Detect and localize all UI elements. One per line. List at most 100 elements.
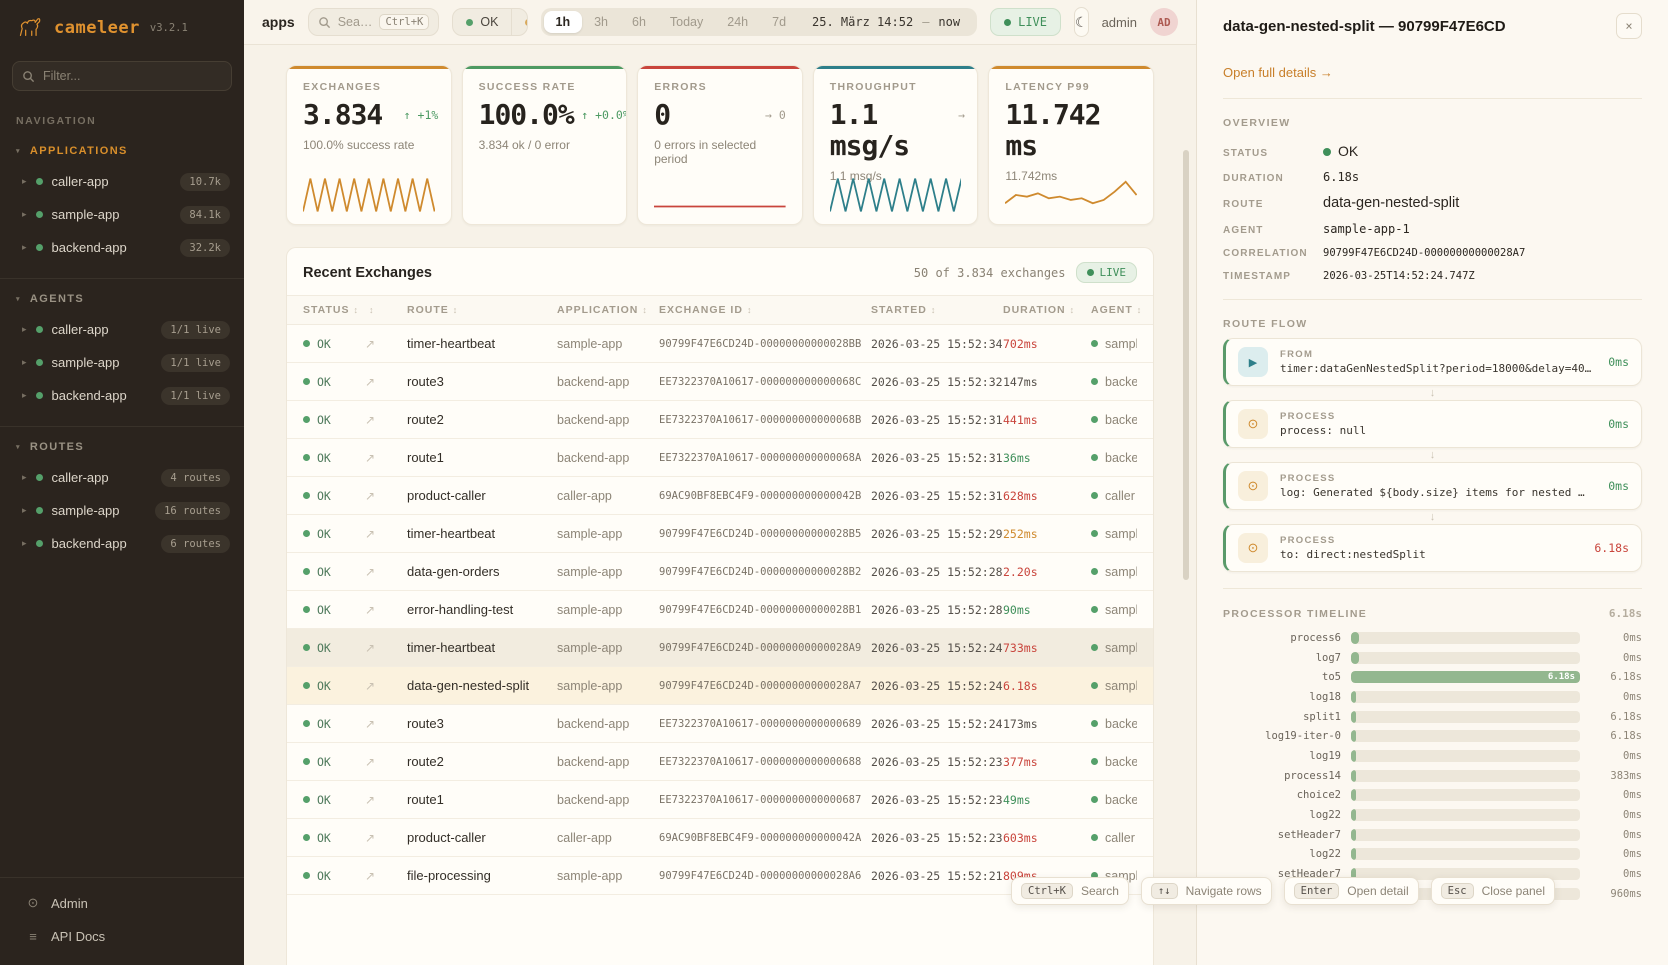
table-row[interactable]: OK ↗ route2 backend-app EE7322370A10617-…: [287, 743, 1153, 781]
status-dot: [303, 720, 310, 727]
time-range-button[interactable]: 1h: [543, 11, 583, 33]
metric-trend: [1101, 107, 1153, 162]
trend-arrow-icon: ↗: [365, 412, 376, 427]
agent-status-dot: [1091, 454, 1098, 461]
step-icon: ⊙: [1238, 409, 1268, 439]
sidebar-item[interactable]: ▸ sample-app 16 routes: [0, 494, 244, 527]
vertical-scrollbar[interactable]: [1183, 150, 1189, 580]
route-cell: timer-heartbeat: [407, 640, 496, 655]
column-application[interactable]: APPLICATION ↕: [557, 304, 648, 316]
step-endpoint: log: Generated ${body.size} items for ne…: [1280, 486, 1585, 499]
started-cell: 2026-03-25 15:52:21: [871, 868, 1003, 883]
column-duration[interactable]: DURATION ↕: [1003, 304, 1076, 316]
avatar[interactable]: AD: [1150, 8, 1178, 36]
global-search[interactable]: Sea… Ctrl+K: [307, 8, 440, 36]
sidebar-item-label: sample-app: [51, 207, 120, 222]
column-trend[interactable]: ↕: [365, 304, 407, 316]
sidebar-item[interactable]: ▸ sample-app 1/1 live: [0, 346, 244, 379]
sidebar-footer-item[interactable]: ≡ API Docs: [0, 920, 244, 953]
flow-step[interactable]: ⊙ PROCESS to: direct:nestedSplit 6.18s: [1223, 524, 1642, 572]
table-row[interactable]: OK ↗ product-caller caller-app 69AC90BF8…: [287, 819, 1153, 857]
route-cell: error-handling-test: [407, 602, 514, 617]
theme-toggle[interactable]: ☾: [1074, 7, 1089, 37]
sort-icon: ↕: [369, 305, 375, 315]
agent-status-dot: [1091, 834, 1098, 841]
table-row[interactable]: OK ↗ route1 backend-app EE7322370A10617-…: [287, 781, 1153, 819]
nav-group-header[interactable]: ▾ AGENTS: [0, 283, 244, 313]
processor-duration: 0ms: [1623, 651, 1642, 664]
live-toggle[interactable]: LIVE: [990, 8, 1062, 36]
close-panel-button[interactable]: ×: [1616, 13, 1642, 39]
date-range[interactable]: 25. März 14:52 — now: [798, 15, 974, 29]
time-range-button[interactable]: 3h: [594, 15, 608, 29]
flow-step[interactable]: ⊙ PROCESS process: null 0ms: [1223, 400, 1642, 448]
metric-card[interactable]: ERRORS 0 → 0 0 errors in selected period: [637, 65, 803, 225]
nav-group-header[interactable]: ▾ ROUTES: [0, 431, 244, 461]
sidebar-item[interactable]: ▸ backend-app 6 routes: [0, 527, 244, 560]
duration-cell: 702ms: [1003, 336, 1038, 351]
table-row[interactable]: OK ↗ timer-heartbeat sample-app 90799F47…: [287, 629, 1153, 667]
agent-status-dot: [1091, 644, 1098, 651]
status-cell: OK: [303, 641, 365, 655]
application-cell: backend-app: [557, 412, 630, 427]
status-filter[interactable]: Warn: [511, 9, 527, 35]
sidebar-footer-item[interactable]: ⊙ Admin: [0, 886, 244, 920]
processor-name: split1: [1303, 710, 1341, 723]
trend-arrow-icon: ↗: [365, 374, 376, 389]
exchange-id-cell: EE7322370A10617-000000000000068C: [659, 375, 862, 388]
column-route[interactable]: ROUTE ↕: [407, 304, 459, 316]
sidebar-item[interactable]: ▸ backend-app 1/1 live: [0, 379, 244, 412]
shortcut-hint: Enter Open detail: [1283, 877, 1419, 905]
table-row[interactable]: OK ↗ timer-heartbeat sample-app 90799F47…: [287, 325, 1153, 363]
open-full-details-link[interactable]: Open full details →: [1223, 65, 1333, 80]
flow-step[interactable]: ▶ FROM timer:dataGenNestedSplit?period=1…: [1223, 338, 1642, 386]
timeline-row: log18 0ms: [1223, 687, 1642, 707]
table-row[interactable]: OK ↗ route3 backend-app EE7322370A10617-…: [287, 705, 1153, 743]
table-row[interactable]: OK ↗ route3 backend-app EE7322370A10617-…: [287, 363, 1153, 401]
status-dot: [303, 644, 310, 651]
sidebar-item[interactable]: ▸ backend-app 32.2k: [0, 231, 244, 264]
table-row[interactable]: OK ↗ route1 backend-app EE7322370A10617-…: [287, 439, 1153, 477]
time-range-button[interactable]: Today: [669, 15, 704, 29]
shortcut-label: Open detail: [1347, 884, 1409, 898]
time-range-button[interactable]: 24h: [727, 15, 749, 29]
table-row[interactable]: OK ↗ data-gen-orders sample-app 90799F47…: [287, 553, 1153, 591]
sidebar-item[interactable]: ▸ caller-app 10.7k: [0, 165, 244, 198]
nav-group: ▾ ROUTES ▸ caller-app 4 routes: [0, 426, 244, 568]
status-filter[interactable]: OK: [453, 9, 511, 35]
search-shortcut-kbd: Ctrl+K: [379, 14, 430, 30]
metric-card[interactable]: LATENCY P99 11.742 ms 11.742ms: [988, 65, 1154, 225]
metric-card[interactable]: THROUGHPUT 1.1 msg/s → 1.1 msg/s: [812, 65, 979, 225]
time-range-button[interactable]: 7d: [772, 15, 787, 29]
column-agent[interactable]: AGENT ↕: [1091, 304, 1143, 316]
nav-group: ▾ APPLICATIONS ▸ caller-app 10.7k: [0, 131, 244, 272]
sidebar-item[interactable]: ▸ caller-app 4 routes: [0, 461, 244, 494]
table-row[interactable]: OK ↗ product-caller caller-app 69AC90BF8…: [287, 477, 1153, 515]
agent-cell: sample: [1091, 603, 1137, 617]
flow-step-wrap: ↓ ⊙ PROCESS to: direct:nestedSplit 6.18s: [1223, 510, 1642, 572]
metric-card[interactable]: SUCCESS RATE 100.0% ↑ +0.0% 3.834 ok / 0…: [461, 65, 628, 225]
sidebar-item[interactable]: ▸ sample-app 84.1k: [0, 198, 244, 231]
date-separator: —: [922, 15, 930, 29]
table-row[interactable]: OK ↗ timer-heartbeat sample-app 90799F47…: [287, 515, 1153, 553]
tab-apps[interactable]: apps: [262, 14, 295, 30]
metric-card[interactable]: EXCHANGES 3.834 ↑ +1% 100.0% success rat…: [286, 65, 452, 225]
filter-input[interactable]: [12, 61, 232, 91]
timeline-bar: [1351, 631, 1359, 644]
column-exchange-id[interactable]: EXCHANGE ID ↕: [659, 304, 753, 316]
table-row[interactable]: OK ↗ error-handling-test sample-app 9079…: [287, 591, 1153, 629]
flow-step[interactable]: ⊙ PROCESS log: Generated ${body.size} it…: [1223, 462, 1642, 510]
table-row[interactable]: OK ↗ data-gen-nested-split sample-app 90…: [287, 667, 1153, 705]
topbar: apps Sea… Ctrl+K OK Warn E: [244, 0, 1196, 45]
nav-group-header[interactable]: ▾ APPLICATIONS: [0, 135, 244, 165]
column-status[interactable]: STATUS ↕: [303, 304, 359, 316]
column-started[interactable]: STARTED ↕: [871, 304, 937, 316]
trend-arrow-icon: ↗: [365, 564, 376, 579]
sparkline-chart: [654, 176, 786, 214]
time-range-button[interactable]: 6h: [632, 15, 646, 29]
table-row[interactable]: OK ↗ route2 backend-app EE7322370A10617-…: [287, 401, 1153, 439]
processor-duration: 6.18s: [1610, 730, 1642, 743]
sidebar-item[interactable]: ▸ caller-app 1/1 live: [0, 313, 244, 346]
table-row[interactable]: OK ↗ file-processing sample-app 90799F47…: [287, 857, 1153, 895]
timeline-row: log22 0ms: [1223, 845, 1642, 865]
